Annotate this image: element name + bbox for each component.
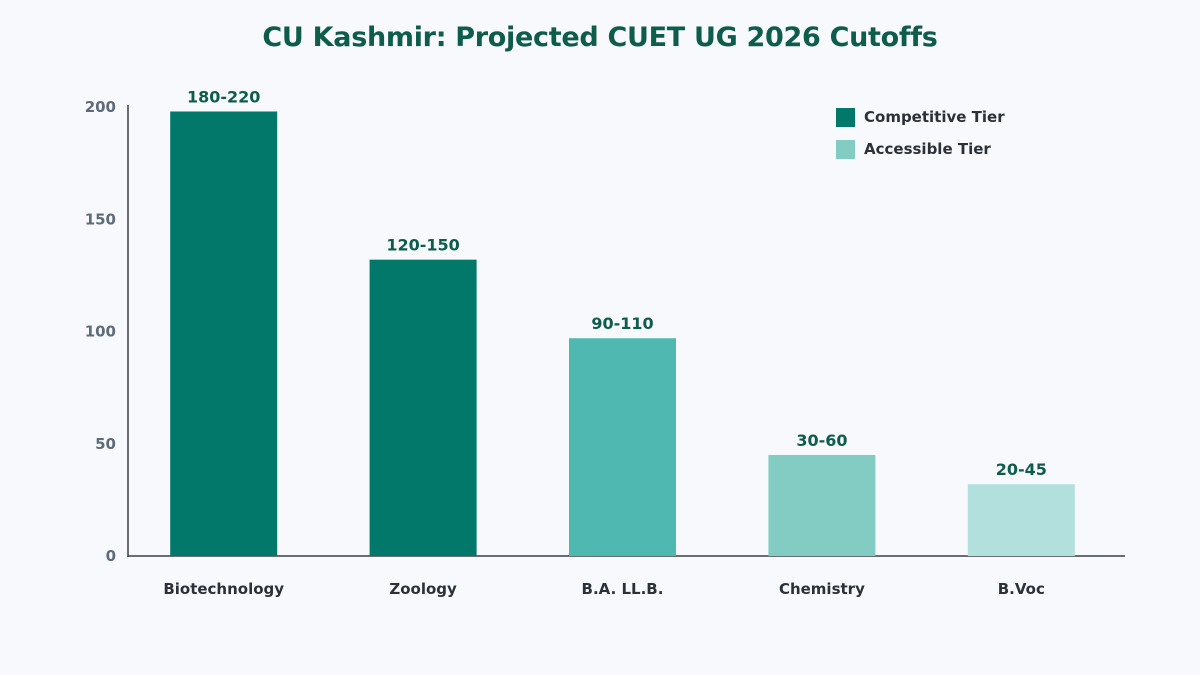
- bar-value-label: 120-150: [386, 236, 459, 255]
- data-labels: 180-220 120-150 90-110 30-60 20-45: [187, 87, 1047, 479]
- bar: [170, 111, 278, 557]
- legend-swatch-accessible: [836, 139, 855, 159]
- legend: Competitive Tier Accessible Tier: [836, 106, 1005, 170]
- bar-value-label: 30-60: [796, 431, 847, 450]
- x-category-label: Zoology: [389, 580, 457, 598]
- x-axis-categories: Biotechnology Zoology B.A. LL.B. Chemistry B…: [163, 580, 1045, 598]
- bar: [967, 484, 1075, 556]
- y-tick-label: 100: [85, 323, 116, 341]
- bar-value-label: 180-220: [187, 87, 260, 106]
- legend-label-accessible: Accessible Tier: [864, 140, 991, 158]
- bars: [170, 111, 1075, 557]
- x-category-label: B.A. LL.B.: [582, 580, 664, 598]
- y-tick-label: 0: [106, 547, 116, 565]
- legend-swatch-competitive: [836, 107, 855, 127]
- legend-item-competitive: Competitive Tier: [836, 106, 1005, 128]
- chart-title: CU Kashmir: Projected CUET UG 2026 Cutof…: [262, 22, 938, 53]
- y-tick-label: 150: [85, 210, 116, 228]
- x-category-label: B.Voc: [998, 580, 1045, 598]
- y-tick-label: 200: [85, 98, 116, 116]
- bar: [369, 259, 477, 556]
- x-category-label: Chemistry: [779, 580, 865, 598]
- bar: [569, 338, 676, 556]
- bar-value-label: 90-110: [591, 314, 653, 333]
- legend-label-competitive: Competitive Tier: [864, 108, 1005, 126]
- y-tick-label: 50: [95, 435, 116, 453]
- bar: [768, 454, 876, 556]
- bar-value-label: 20-45: [996, 460, 1047, 479]
- legend-item-accessible: Accessible Tier: [836, 138, 1005, 160]
- x-category-label: Biotechnology: [163, 580, 284, 598]
